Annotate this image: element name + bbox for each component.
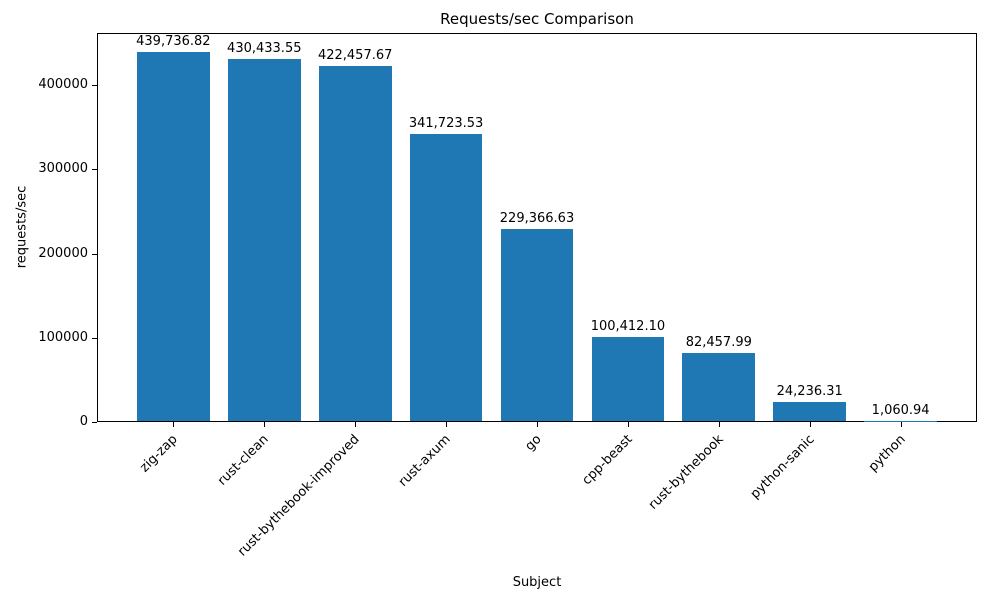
bar-value-label: 24,236.31 (776, 383, 843, 399)
x-tick-mark (173, 422, 175, 427)
x-tick-label: python (865, 432, 909, 475)
bar-value-label: 100,412.10 (590, 319, 666, 335)
y-tick-label: 100000 (38, 329, 88, 345)
x-tick-mark (446, 422, 448, 427)
x-tick-mark (264, 422, 266, 427)
bar (500, 228, 574, 421)
bar-value-label: 229,366.63 (499, 210, 575, 226)
y-tick-mark (92, 253, 97, 255)
bar (864, 421, 937, 423)
x-tick-mark (627, 422, 629, 427)
x-tick-label: zig-zap (137, 432, 181, 476)
bar-value-label: 341,723.53 (408, 116, 484, 132)
x-tick-label: rust-axum (395, 432, 454, 490)
y-tick-label: 400000 (38, 77, 88, 92)
y-tick-label: 0 (79, 414, 88, 429)
x-axis-label: Subject (512, 575, 562, 590)
bar (227, 59, 301, 421)
x-tick-mark (809, 422, 811, 427)
x-tick-mark (537, 422, 538, 427)
bar (591, 337, 665, 421)
bar (137, 51, 210, 421)
bar-value-label: 422,457.67 (317, 48, 393, 64)
x-tick-mark (718, 422, 720, 427)
x-tick-mark (355, 422, 357, 427)
x-tick-label: cpp-beast (579, 432, 636, 489)
bar-value-label: 430,433.55 (227, 41, 302, 57)
bar (682, 352, 756, 421)
y-tick-mark (92, 337, 97, 339)
bar-value-label: 82,457.99 (685, 334, 752, 350)
x-tick-label: rust-bythebook (645, 432, 727, 513)
y-tick-mark (92, 169, 97, 171)
bar-value-label: 439,736.82 (136, 33, 211, 49)
y-tick-mark (92, 85, 97, 86)
bar (318, 66, 392, 421)
x-tick-label: rust-clean (215, 432, 272, 489)
x-tick-label: go (522, 432, 545, 455)
bar-value-label: 1,060.94 (871, 403, 930, 419)
y-tick-mark (92, 422, 97, 423)
x-tick-label: rust-bythebook-improved (235, 432, 363, 560)
x-tick-label: python-sanic (747, 432, 818, 502)
chart-title: Requests/sec Comparison (440, 10, 634, 28)
y-tick-label: 300000 (38, 161, 88, 177)
bar (409, 134, 483, 421)
bar (773, 401, 847, 421)
x-tick-mark (900, 422, 902, 427)
y-tick-label: 200000 (38, 245, 88, 261)
